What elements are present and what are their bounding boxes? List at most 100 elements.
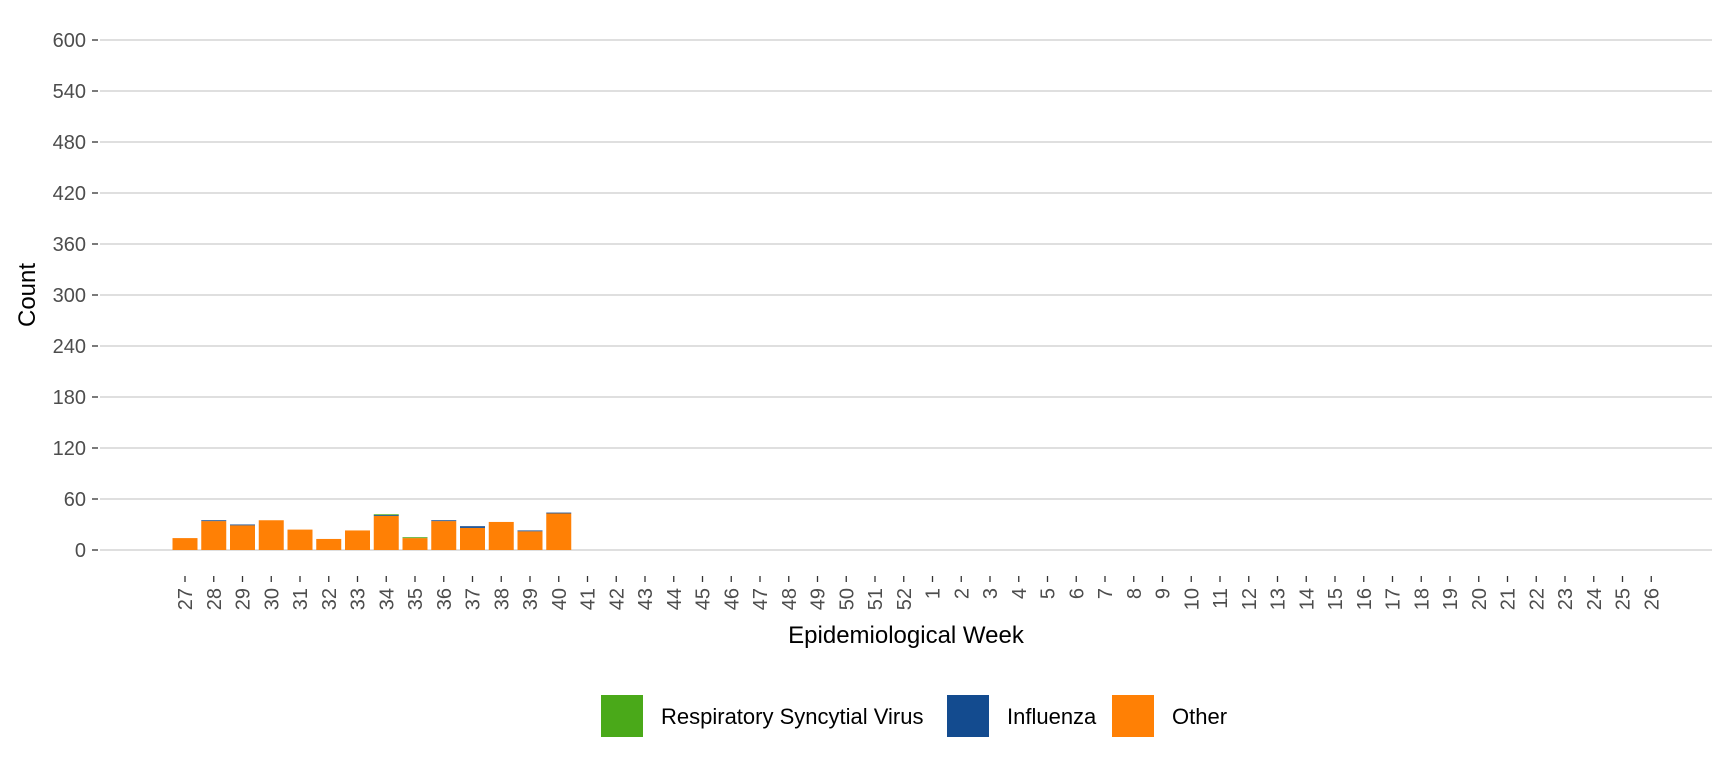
x-tick-label: 22 (1526, 588, 1548, 610)
x-tick-label: 11 (1210, 588, 1232, 609)
bar-segment (431, 521, 457, 550)
x-tick-label: 48 (779, 588, 801, 610)
legend-key (947, 695, 989, 737)
bar-segment (230, 524, 255, 526)
y-tick-label: 420 (53, 183, 86, 205)
x-tick-label: 46 (721, 588, 743, 610)
legend-label: Other (1172, 704, 1227, 729)
bar-segment (201, 520, 227, 522)
x-tick-label: 51 (865, 588, 887, 610)
bar-segment (172, 538, 198, 550)
x-tick-label: 18 (1411, 588, 1433, 610)
y-tick-label: 60 (64, 489, 86, 511)
x-tick-label: 43 (635, 588, 657, 610)
bar-segment (402, 538, 428, 550)
bar-segment (345, 530, 370, 550)
bar-segment (258, 520, 284, 550)
x-tick-label: 33 (348, 588, 370, 610)
legend-label: Respiratory Syncytial Virus (661, 704, 923, 729)
x-tick-label: 16 (1354, 588, 1376, 610)
bar-segment (460, 526, 485, 528)
bars (172, 512, 572, 550)
bar-segment (316, 538, 342, 550)
y-tick-label: 180 (53, 387, 86, 409)
x-tick-label: 42 (606, 588, 628, 610)
bar-segment (460, 527, 485, 550)
y-tick-label: 540 (53, 81, 86, 103)
x-tick-label: 2 (951, 588, 973, 599)
x-tick-label: 44 (664, 588, 686, 610)
x-tick-label: 9 (1153, 588, 1175, 599)
x-tick-label: 27 (175, 588, 197, 610)
y-tick-label: 300 (53, 285, 86, 307)
x-tick-label: 39 (520, 588, 542, 610)
bar-segment (230, 525, 255, 550)
y-axis-title: Count (14, 263, 41, 327)
x-tick-label: 17 (1383, 588, 1405, 610)
bar-segment (431, 520, 457, 522)
bar-segment (373, 514, 399, 516)
x-tick-label: 31 (290, 588, 312, 610)
y-axis: 0 60 120 180 240 300 360 420 480 540 600 (53, 30, 98, 562)
x-tick-label: 21 (1498, 588, 1520, 610)
x-tick-label: 32 (319, 588, 341, 610)
x-tick-label: 36 (434, 588, 456, 610)
legend-label: Influenza (1007, 704, 1097, 729)
x-tick-label: 7 (1095, 588, 1117, 599)
x-tick-label: 1 (923, 588, 945, 599)
x-tick-label: 23 (1555, 588, 1577, 610)
x-tick-label: 34 (376, 588, 398, 610)
x-tick-label: 8 (1124, 588, 1146, 599)
x-tick-label: 40 (549, 588, 571, 610)
x-tick-label: 37 (463, 588, 485, 610)
x-tick-label: 50 (836, 588, 858, 610)
x-tick-label: 47 (750, 588, 772, 610)
x-tick-label: 38 (491, 588, 513, 610)
bar-segment (546, 512, 572, 514)
x-tick-label: 19 (1440, 588, 1462, 610)
x-tick-label: 25 (1613, 588, 1635, 610)
gridlines (100, 39, 1712, 551)
y-tick-label: 120 (53, 438, 86, 460)
bar-segment (488, 521, 514, 550)
x-axis: 27 28 29 30 31 32 33 34 35 36 37 38 39 40 41 42 43 44 45 46… (175, 576, 1663, 610)
y-tick-label: 0 (75, 540, 86, 562)
x-tick-label: 6 (1066, 588, 1088, 599)
x-tick-label: 14 (1296, 588, 1318, 610)
bar-segment (287, 529, 313, 550)
bar-segment (546, 513, 572, 550)
x-tick-label: 12 (1239, 588, 1261, 610)
legend-key (1112, 695, 1154, 737)
x-axis-title: Epidemiological Week (788, 622, 1025, 649)
x-tick-label: 29 (233, 588, 255, 610)
x-tick-label: 24 (1584, 588, 1606, 610)
x-tick-label: 15 (1325, 588, 1347, 610)
x-tick-label: 20 (1469, 588, 1491, 610)
y-tick-label: 360 (53, 234, 86, 256)
y-tick-label: 600 (53, 30, 86, 52)
x-tick-label: 41 (578, 588, 600, 610)
x-tick-label: 52 (894, 588, 916, 610)
y-tick-label: 480 (53, 132, 86, 154)
y-tick-label: 240 (53, 336, 86, 358)
x-tick-label: 28 (204, 588, 226, 610)
x-tick-label: 5 (1038, 588, 1060, 599)
x-tick-label: 3 (980, 588, 1002, 599)
x-tick-label: 26 (1641, 588, 1663, 610)
bar-segment (402, 537, 428, 539)
legend-key (601, 695, 643, 737)
x-tick-label: 35 (405, 588, 427, 610)
x-tick-label: 49 (808, 588, 830, 610)
x-tick-label: 30 (261, 588, 283, 610)
bar-segment (517, 531, 543, 550)
x-tick-label: 4 (1009, 588, 1031, 599)
x-tick-label: 45 (693, 588, 715, 610)
bar-segment (373, 515, 399, 516)
x-tick-label: 13 (1268, 588, 1290, 610)
bar-segment (517, 530, 543, 532)
legend: Respiratory Syncytial Virus Influenza Othe… (601, 695, 1227, 737)
x-tick-label: 10 (1181, 588, 1203, 610)
bar-segment (201, 521, 227, 550)
bar-segment (373, 516, 399, 550)
